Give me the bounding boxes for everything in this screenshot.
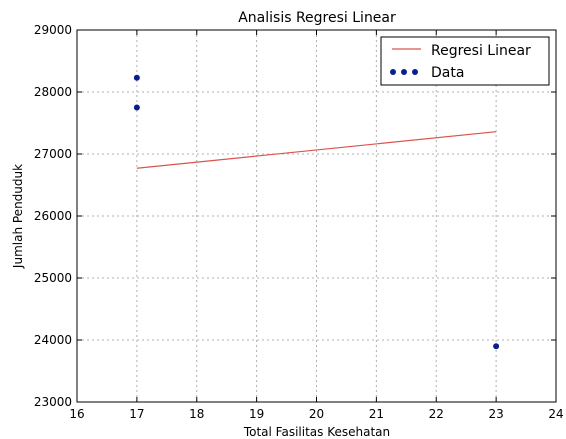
legend-label: Regresi Linear <box>431 43 531 59</box>
y-tick-label: 23000 <box>34 395 72 409</box>
y-tick-label: 28000 <box>34 85 72 99</box>
x-tick-label: 22 <box>429 407 444 421</box>
y-tick-label: 24000 <box>34 333 72 347</box>
x-tick-label: 21 <box>369 407 384 421</box>
y-tick-label: 25000 <box>34 271 72 285</box>
x-tick-label: 23 <box>488 407 503 421</box>
regression-line <box>136 131 497 169</box>
y-tick-label: 29000 <box>34 23 72 37</box>
legend-label: Data <box>431 65 464 81</box>
legend: Regresi Linear Data <box>380 36 550 86</box>
x-tick-label: 20 <box>309 407 324 421</box>
x-tick-label: 19 <box>249 407 264 421</box>
x-tick-label: 18 <box>189 407 204 421</box>
data-point <box>133 74 140 81</box>
y-tick-label: 26000 <box>34 209 72 223</box>
legend-marker-swatch <box>412 69 418 75</box>
grid-lines <box>77 30 556 402</box>
x-tick-label: 16 <box>69 407 84 421</box>
series-marks <box>133 74 500 350</box>
y-tick-label: 27000 <box>34 147 72 161</box>
data-point <box>493 343 500 350</box>
x-tick-label: 24 <box>548 407 563 421</box>
y-axis-ticks: 23000 24000 25000 26000 27000 28000 29000 <box>34 23 556 409</box>
y-axis-label: Jumlah Penduduk <box>11 164 25 269</box>
legend-marker-swatch <box>390 69 396 75</box>
chart-title: Analisis Regresi Linear <box>238 10 396 26</box>
legend-marker-swatch <box>401 69 407 75</box>
x-tick-label: 17 <box>129 407 144 421</box>
x-axis-label: Total Fasilitas Kesehatan <box>243 425 390 439</box>
data-point <box>133 104 140 111</box>
legend-box <box>380 36 550 86</box>
x-axis-ticks: 16 17 18 19 20 21 22 23 24 <box>69 30 564 421</box>
